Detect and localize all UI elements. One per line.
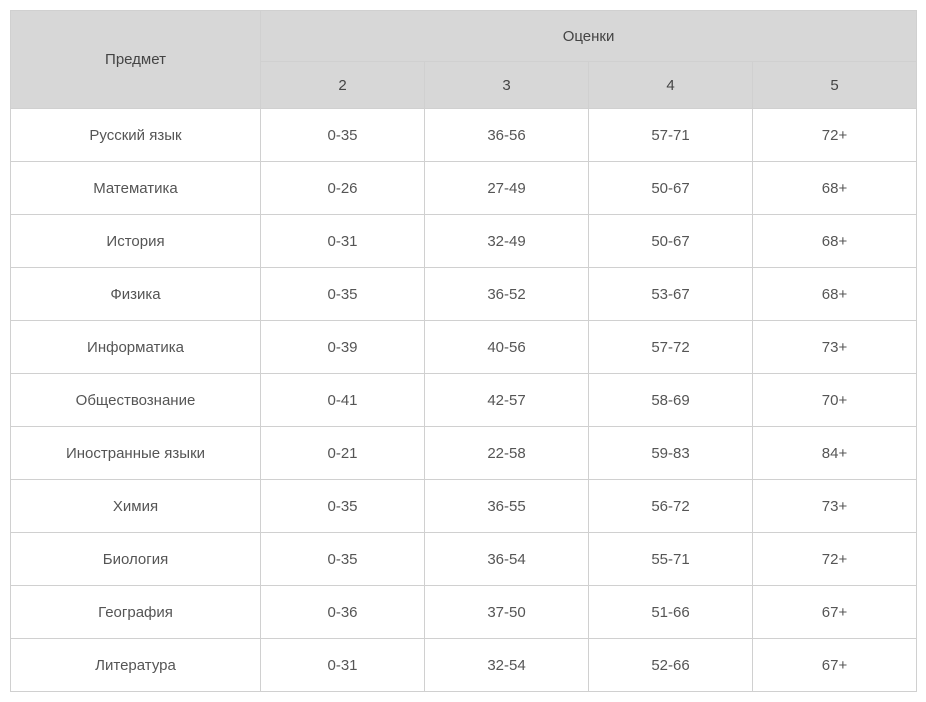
cell-subject: Литература xyxy=(11,639,261,692)
cell-grade: 36-55 xyxy=(425,480,589,533)
cell-grade: 70+ xyxy=(753,374,917,427)
table-row: Физика0-3536-5253-6768+ xyxy=(11,268,917,321)
table-row: История0-3132-4950-6768+ xyxy=(11,215,917,268)
cell-grade: 36-52 xyxy=(425,268,589,321)
cell-grade: 56-72 xyxy=(589,480,753,533)
cell-grade: 0-31 xyxy=(261,215,425,268)
cell-grade: 0-35 xyxy=(261,480,425,533)
cell-subject: Биология xyxy=(11,533,261,586)
table-row: Иностранные языки0-2122-5859-8384+ xyxy=(11,427,917,480)
header-grade-4: 4 xyxy=(589,62,753,109)
cell-subject: Математика xyxy=(11,162,261,215)
cell-grade: 68+ xyxy=(753,162,917,215)
cell-grade: 0-36 xyxy=(261,586,425,639)
cell-grade: 50-67 xyxy=(589,215,753,268)
cell-grade: 36-56 xyxy=(425,109,589,162)
table-row: Математика0-2627-4950-6768+ xyxy=(11,162,917,215)
cell-subject: Иностранные языки xyxy=(11,427,261,480)
cell-grade: 0-35 xyxy=(261,109,425,162)
cell-grade: 22-58 xyxy=(425,427,589,480)
cell-subject: Обществознание xyxy=(11,374,261,427)
table-row: География0-3637-5051-6667+ xyxy=(11,586,917,639)
cell-grade: 73+ xyxy=(753,321,917,374)
cell-grade: 67+ xyxy=(753,586,917,639)
cell-grade: 52-66 xyxy=(589,639,753,692)
cell-grade: 53-67 xyxy=(589,268,753,321)
cell-grade: 50-67 xyxy=(589,162,753,215)
cell-grade: 68+ xyxy=(753,268,917,321)
cell-grade: 32-54 xyxy=(425,639,589,692)
table-row: Химия0-3536-5556-7273+ xyxy=(11,480,917,533)
cell-grade: 73+ xyxy=(753,480,917,533)
cell-grade: 0-35 xyxy=(261,533,425,586)
cell-grade: 55-71 xyxy=(589,533,753,586)
cell-grade: 42-57 xyxy=(425,374,589,427)
table-row: Информатика0-3940-5657-7273+ xyxy=(11,321,917,374)
table-row: Русский язык0-3536-5657-7172+ xyxy=(11,109,917,162)
header-grade-2: 2 xyxy=(261,62,425,109)
cell-grade: 51-66 xyxy=(589,586,753,639)
cell-grade: 36-54 xyxy=(425,533,589,586)
cell-grade: 57-72 xyxy=(589,321,753,374)
cell-grade: 32-49 xyxy=(425,215,589,268)
cell-grade: 0-35 xyxy=(261,268,425,321)
cell-subject: Физика xyxy=(11,268,261,321)
cell-grade: 72+ xyxy=(753,109,917,162)
cell-grade: 27-49 xyxy=(425,162,589,215)
table-header: Предмет Оценки 2 3 4 5 xyxy=(11,11,917,109)
cell-grade: 0-21 xyxy=(261,427,425,480)
table-row: Литература0-3132-5452-6667+ xyxy=(11,639,917,692)
table-row: Обществознание0-4142-5758-6970+ xyxy=(11,374,917,427)
header-grades: Оценки xyxy=(261,11,917,62)
cell-grade: 58-69 xyxy=(589,374,753,427)
cell-grade: 40-56 xyxy=(425,321,589,374)
cell-subject: История xyxy=(11,215,261,268)
header-subject: Предмет xyxy=(11,11,261,109)
cell-grade: 68+ xyxy=(753,215,917,268)
cell-subject: Химия xyxy=(11,480,261,533)
cell-subject: Русский язык xyxy=(11,109,261,162)
cell-grade: 37-50 xyxy=(425,586,589,639)
cell-subject: Информатика xyxy=(11,321,261,374)
grades-table: Предмет Оценки 2 3 4 5 Русский язык0-353… xyxy=(10,10,917,692)
cell-grade: 0-31 xyxy=(261,639,425,692)
cell-grade: 57-71 xyxy=(589,109,753,162)
cell-grade: 67+ xyxy=(753,639,917,692)
cell-grade: 84+ xyxy=(753,427,917,480)
header-grade-5: 5 xyxy=(753,62,917,109)
cell-grade: 0-39 xyxy=(261,321,425,374)
cell-grade: 0-41 xyxy=(261,374,425,427)
table-body: Русский язык0-3536-5657-7172+Математика0… xyxy=(11,109,917,692)
header-grade-3: 3 xyxy=(425,62,589,109)
table-row: Биология0-3536-5455-7172+ xyxy=(11,533,917,586)
cell-subject: География xyxy=(11,586,261,639)
cell-grade: 0-26 xyxy=(261,162,425,215)
cell-grade: 72+ xyxy=(753,533,917,586)
cell-grade: 59-83 xyxy=(589,427,753,480)
